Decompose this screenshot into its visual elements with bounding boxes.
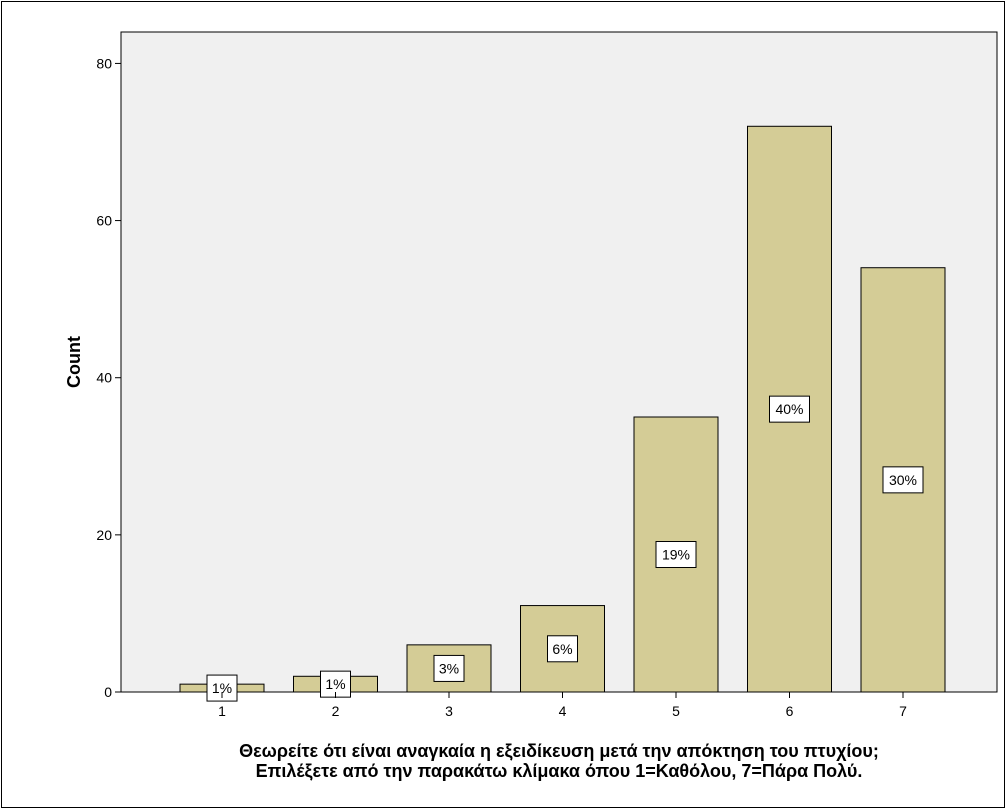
data-label: 3%: [439, 660, 459, 676]
data-label: 6%: [552, 641, 572, 657]
y-axis: 0 20 40 60 80: [96, 55, 121, 700]
x-tick-label: 2: [332, 703, 340, 719]
data-label: 19%: [662, 547, 690, 563]
data-label-box: [769, 395, 810, 423]
y-tick-label: 20: [96, 527, 112, 543]
x-tick-label: 4: [559, 703, 567, 719]
bars-group: 1% 1% 3% 6% 19% 40% 30%: [179, 125, 946, 702]
data-label: 30%: [889, 472, 917, 488]
x-tick-label: 7: [899, 703, 907, 719]
data-label: 40%: [775, 401, 803, 417]
data-label-box: [882, 466, 924, 494]
y-axis-title: Count: [64, 336, 84, 388]
data-label-box: [547, 635, 578, 663]
y-tick-label: 60: [96, 213, 112, 229]
data-label: 1%: [325, 676, 345, 692]
plot-area: [120, 31, 998, 693]
x-axis: 1 2 3 4 5 6 7: [218, 692, 907, 719]
y-tick-label: 0: [104, 684, 112, 700]
data-label: 1%: [212, 680, 232, 696]
y-tick-label: 40: [96, 370, 112, 386]
x-tick-label: 3: [445, 703, 453, 719]
x-axis-title-line-2: Επιλέξετε από την παρακάτω κλίμακα όπου …: [256, 761, 863, 782]
x-axis-title-line-1: Θεωρείτε ότι είναι αναγκαία η εξειδίκευσ…: [239, 741, 879, 762]
x-tick-label: 5: [672, 703, 680, 719]
data-label-box: [655, 541, 697, 568]
x-tick-label: 6: [786, 703, 794, 719]
data-label-box: [433, 654, 465, 682]
x-tick-label: 1: [218, 703, 226, 719]
y-tick-label: 80: [96, 55, 112, 71]
